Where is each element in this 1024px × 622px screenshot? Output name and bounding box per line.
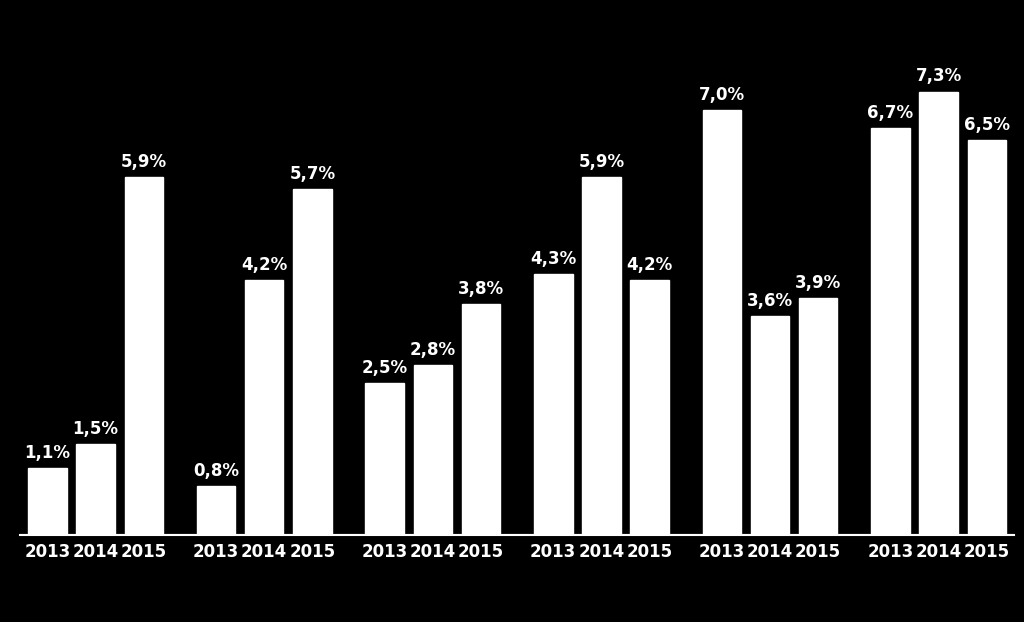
Text: 7,0%: 7,0% [698,86,744,104]
Bar [631,280,669,535]
Text: 3,9%: 3,9% [795,274,842,292]
Bar [751,316,790,535]
Bar [77,444,115,535]
Text: 4,2%: 4,2% [627,256,673,274]
Bar [583,177,621,535]
Text: 6,7%: 6,7% [867,104,913,122]
Text: 7,3%: 7,3% [915,67,962,85]
Text: 5,7%: 5,7% [290,165,336,183]
Bar [968,140,1006,535]
Text: 1,1%: 1,1% [25,444,71,462]
Bar [293,188,332,535]
Text: 0,8%: 0,8% [194,462,239,480]
Text: 3,8%: 3,8% [458,280,504,298]
Text: 4,3%: 4,3% [530,249,577,267]
Text: 5,9%: 5,9% [121,152,167,170]
Text: 1,5%: 1,5% [73,420,119,438]
Bar [702,109,741,535]
Text: 2,8%: 2,8% [410,341,456,359]
Bar [920,91,957,535]
Bar [799,298,838,535]
Bar [534,274,572,535]
Text: 3,6%: 3,6% [746,292,793,310]
Text: 6,5%: 6,5% [964,116,1010,134]
Text: 4,2%: 4,2% [241,256,288,274]
Bar [197,486,236,535]
Bar [414,365,452,535]
Text: 2,5%: 2,5% [361,359,408,377]
Text: 5,9%: 5,9% [579,152,625,170]
Bar [871,128,909,535]
Bar [366,383,403,535]
Bar [125,177,163,535]
Bar [245,280,284,535]
Bar [462,304,501,535]
Bar [29,468,67,535]
